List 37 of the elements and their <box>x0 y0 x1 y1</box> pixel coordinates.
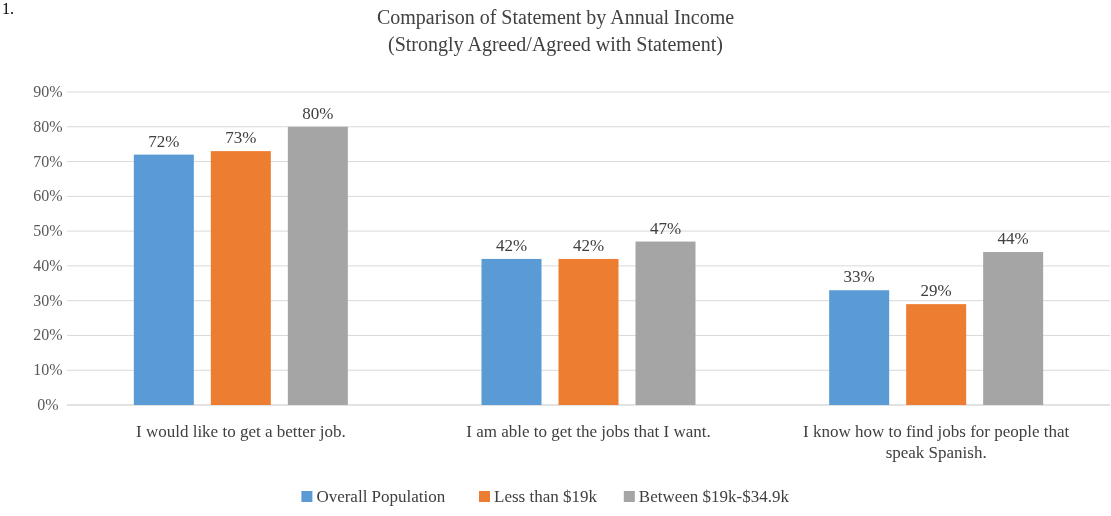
y-tick-label: 80% <box>33 117 63 135</box>
chart-title: Comparison of Statement by Annual Income <box>376 6 735 29</box>
data-label: 33% <box>843 267 875 287</box>
bar <box>210 151 271 405</box>
bar <box>133 154 194 405</box>
data-label: 47% <box>649 218 682 238</box>
chart-subtitle: (Strongly Agreed/Agreed with Statement) <box>388 33 723 56</box>
y-tick-label: 40% <box>33 256 63 274</box>
x-tick-label: I know how to find jobs for people that speak Spanish. <box>803 422 1070 462</box>
y-tick-label: 0% <box>37 396 59 413</box>
x-tick-label: I am able to get the jobs that I want. <box>466 422 711 441</box>
bar <box>558 258 619 405</box>
y-tick-label: 50% <box>33 222 63 240</box>
bar <box>287 126 348 405</box>
data-label: 73% <box>225 128 257 148</box>
data-label: 80% <box>302 103 334 123</box>
y-tick-label: 10% <box>33 361 63 379</box>
data-label: 42% <box>495 235 528 255</box>
y-tick-label: 20% <box>33 326 63 344</box>
bar <box>906 304 967 405</box>
text: 1. <box>2 0 14 17</box>
y-tick-label: 90% <box>33 83 63 100</box>
x-tick-label: I would like to get a better job. <box>136 422 346 441</box>
bar <box>829 290 890 405</box>
data-label: 44% <box>997 228 1029 248</box>
y-tick-label: 60% <box>33 187 63 205</box>
data-label: 72% <box>148 131 180 151</box>
legend-label: Less than $19k <box>494 487 598 506</box>
legend-label: Between $19k-$34.9k <box>638 487 790 506</box>
bar <box>481 258 542 405</box>
y-tick-label: 70% <box>33 152 63 170</box>
data-label: 42% <box>572 235 605 255</box>
legend-label: Overall Population <box>316 487 446 506</box>
data-label: 29% <box>920 281 952 301</box>
bar <box>983 251 1044 405</box>
bar <box>635 241 696 405</box>
y-tick-label: 30% <box>33 291 63 309</box>
